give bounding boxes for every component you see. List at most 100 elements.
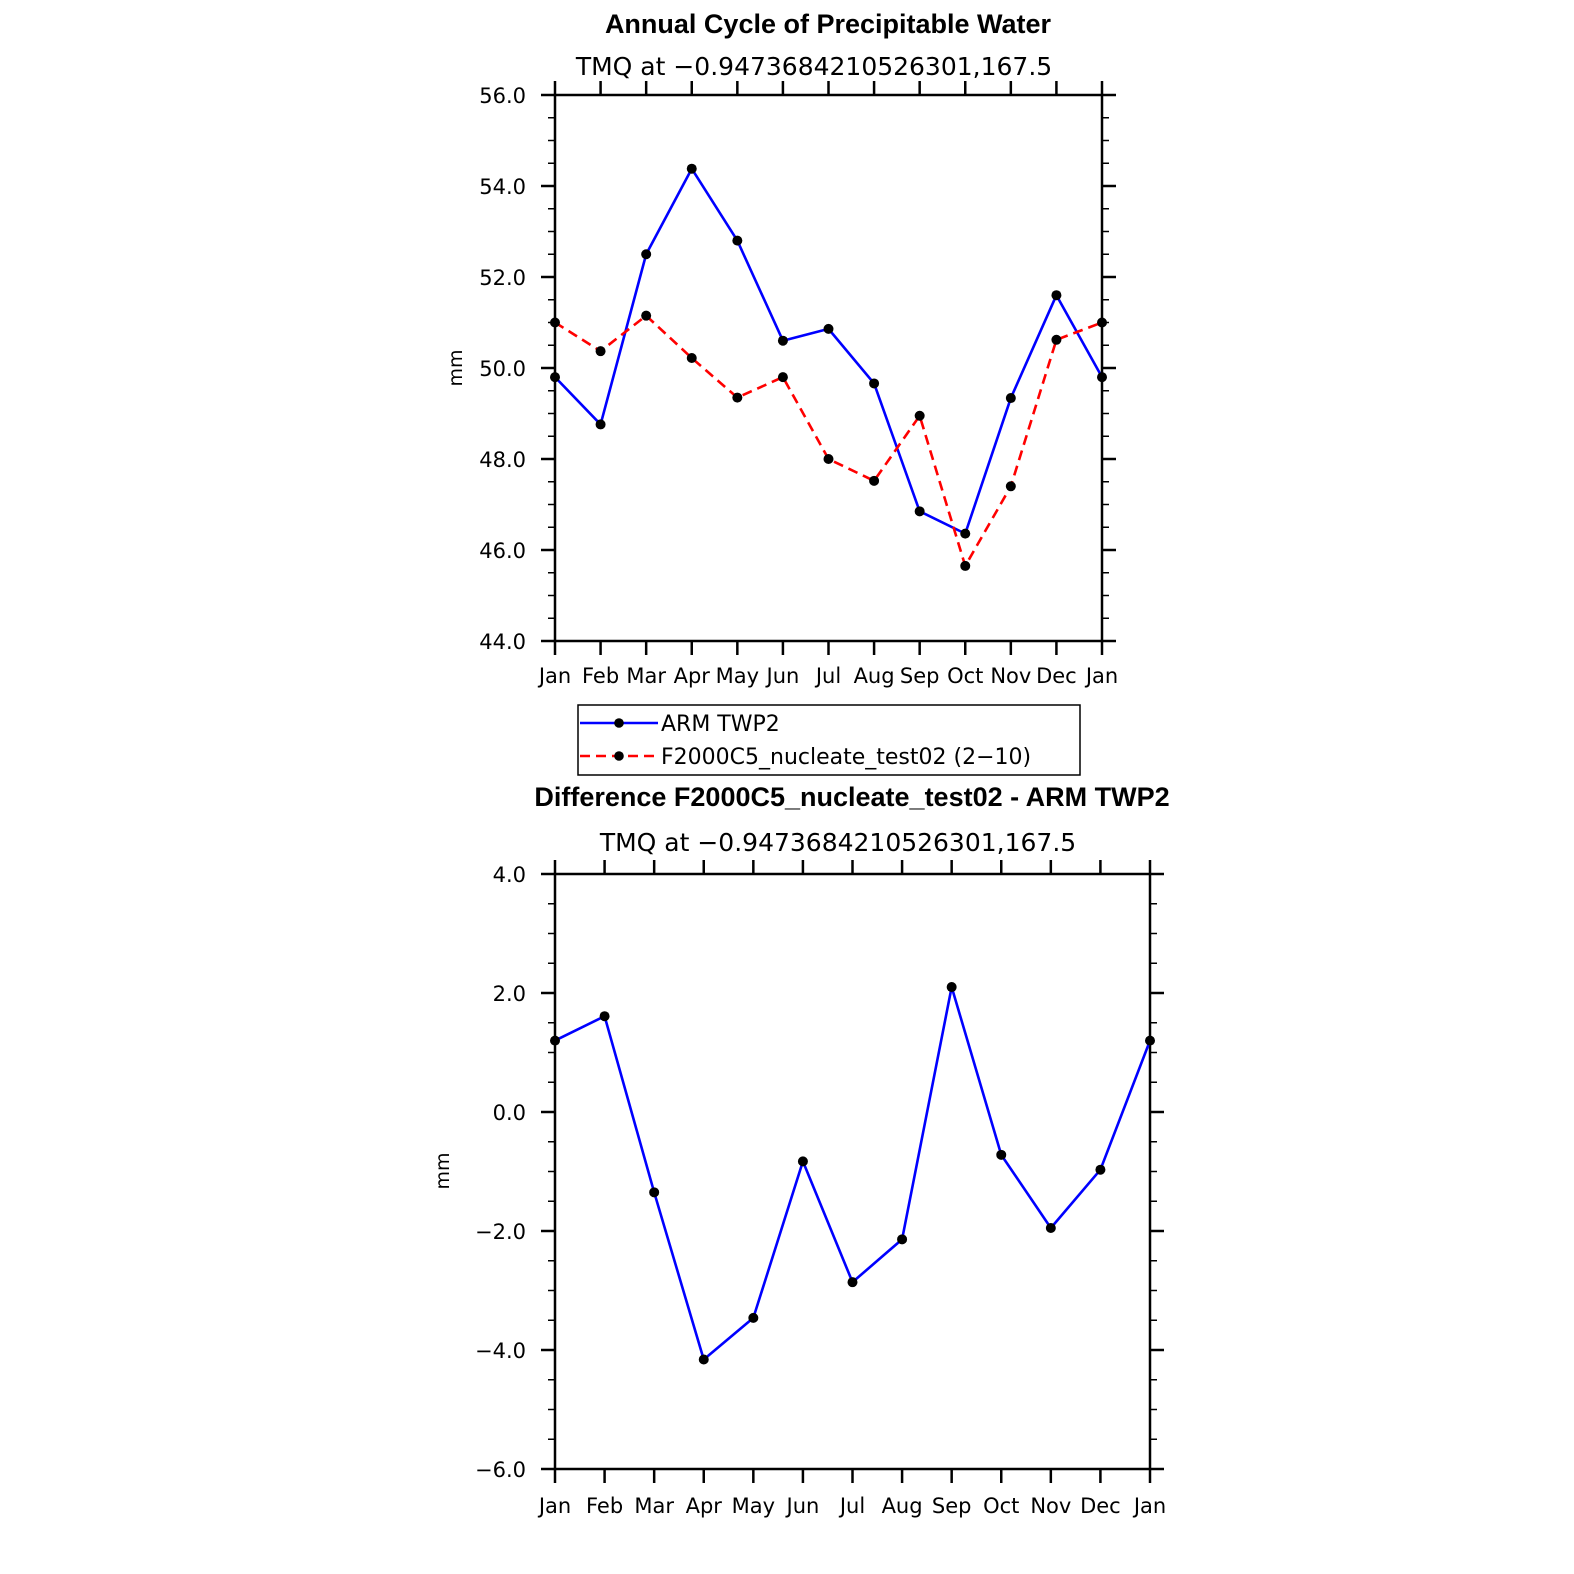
y-tick-label: 46.0 (479, 539, 526, 563)
plot-frame (553, 872, 1152, 1471)
data-point-0 (777, 335, 788, 346)
x-tick-label: Apr (674, 664, 711, 688)
data-point-1 (1097, 317, 1107, 328)
series-line-1 (554, 314, 1103, 568)
x-tick-label: Jan (537, 664, 571, 688)
x-tick-label: Dec (1080, 1494, 1121, 1518)
data-point-0 (1045, 1223, 1056, 1234)
data-point-0 (869, 378, 880, 389)
y-tick-label: 50.0 (479, 357, 526, 381)
x-tick-label: Sep (900, 664, 940, 688)
x-tick-labels: Jan Feb Mar Apr May Jun Jul Aug Sep Oct Nov Dec Jan (537, 1494, 1166, 1518)
data-point-0 (1095, 1164, 1106, 1175)
y-tick-label: 48.0 (479, 448, 526, 472)
legend-box (577, 704, 1081, 776)
data-point-0 (1097, 372, 1107, 383)
y-tick-label: 2.0 (493, 982, 526, 1006)
legend-label-model: F2000C5_nucleate_test02 (2−10) (661, 745, 1031, 770)
y-tick-label: 52.0 (479, 266, 526, 290)
data-point-0 (996, 1149, 1007, 1160)
series-line-0 (554, 167, 1104, 535)
x-tick-label: Jun (785, 1494, 820, 1518)
x-tick-label: Oct (947, 664, 983, 688)
x-tick-label: Jan (1084, 664, 1118, 688)
legend-marker-model (614, 751, 624, 761)
data-point-1 (686, 352, 697, 363)
data-point-0 (550, 372, 560, 383)
data-point-0 (960, 528, 971, 539)
y-tick-labels: 44.0 46.0 48.0 50.0 52.0 54.0 56.0 (479, 84, 526, 654)
data-point-1 (550, 317, 560, 328)
x-tick-label: Mar (626, 664, 666, 688)
data-point-1 (641, 310, 652, 321)
y-tick-label: −2.0 (475, 1220, 526, 1244)
data-point-0 (797, 1156, 808, 1167)
data-point-0 (595, 419, 606, 430)
data-point-0 (946, 982, 957, 993)
data-point-1 (732, 392, 743, 403)
x-tick-label: Jul (814, 664, 841, 688)
x-tick-label: Feb (582, 664, 619, 688)
data-point-1 (960, 560, 971, 571)
x-tick-label: Feb (586, 1494, 623, 1518)
data-point-0 (641, 249, 652, 260)
x-tick-label: Apr (686, 1494, 723, 1518)
data-point-0 (599, 1011, 610, 1022)
difference-panel: Difference F2000C5_nucleate_test02 - ARM… (432, 782, 1170, 1518)
data-point-0 (732, 235, 743, 246)
x-tick-label: Mar (634, 1494, 674, 1518)
data-point-1 (869, 475, 880, 486)
plot-frame (553, 93, 1104, 643)
x-tick-label: Dec (1036, 664, 1077, 688)
x-tick-label: May (732, 1494, 775, 1518)
panel-subtitle: TMQ at −0.9473684210526301,167.5 (599, 828, 1076, 857)
data-point-1 (777, 372, 788, 383)
data-point-0 (649, 1187, 660, 1198)
plot-area (541, 81, 1116, 655)
y-tick-label: 44.0 (479, 630, 526, 654)
x-tick-label: Jan (537, 1494, 571, 1518)
data-series (550, 982, 1155, 1365)
legend: ARM TWP2 F2000C5_nucleate_test02 (2−10) (577, 704, 1081, 776)
data-point-1 (595, 346, 606, 357)
panel-title: Difference F2000C5_nucleate_test02 - ARM… (534, 782, 1169, 812)
y-axis-label: mm (432, 1152, 454, 1189)
data-point-0 (823, 323, 834, 334)
legend-label-arm: ARM TWP2 (661, 712, 780, 737)
y-tick-label: 54.0 (479, 175, 526, 199)
data-point-0 (1005, 393, 1016, 404)
panel-subtitle: TMQ at −0.9473684210526301,167.5 (575, 52, 1052, 81)
x-tick-label: Nov (990, 664, 1031, 688)
data-point-1 (823, 454, 834, 464)
x-tick-label: Aug (854, 664, 895, 688)
y-axis-label: mm (445, 349, 467, 386)
x-tick-label: Nov (1030, 1494, 1071, 1518)
data-point-0 (748, 1312, 759, 1323)
y-tick-label: 56.0 (479, 84, 526, 108)
panel-title: Annual Cycle of Precipitable Water (605, 9, 1052, 39)
y-tick-label: −4.0 (475, 1339, 526, 1363)
y-tick-labels: −6.0 −4.0 −2.0 0.0 2.0 4.0 (475, 863, 526, 1482)
data-point-0 (1145, 1035, 1155, 1046)
plot-area (541, 860, 1164, 1483)
data-point-0 (698, 1354, 709, 1365)
data-point-0 (897, 1234, 908, 1245)
x-tick-label: Jun (765, 664, 800, 688)
y-tick-label: 4.0 (493, 863, 526, 887)
data-point-0 (847, 1277, 858, 1288)
data-series (550, 163, 1107, 571)
annual-cycle-panel: Annual Cycle of Precipitable Water TMQ a… (445, 9, 1118, 688)
data-point-0 (914, 506, 925, 517)
x-tick-label: Sep (932, 1494, 972, 1518)
x-tick-label: Oct (983, 1494, 1019, 1518)
x-tick-labels: Jan Feb Mar Apr May Jun Jul Aug Sep Oct Nov Dec Jan (537, 664, 1118, 688)
x-tick-label: Jan (1132, 1494, 1166, 1518)
data-point-1 (1051, 334, 1062, 345)
y-tick-label: 0.0 (493, 1101, 526, 1125)
x-tick-label: Jul (838, 1494, 865, 1518)
x-tick-label: Aug (882, 1494, 923, 1518)
data-point-0 (1051, 290, 1062, 301)
data-point-1 (914, 410, 925, 421)
data-point-0 (550, 1035, 560, 1046)
